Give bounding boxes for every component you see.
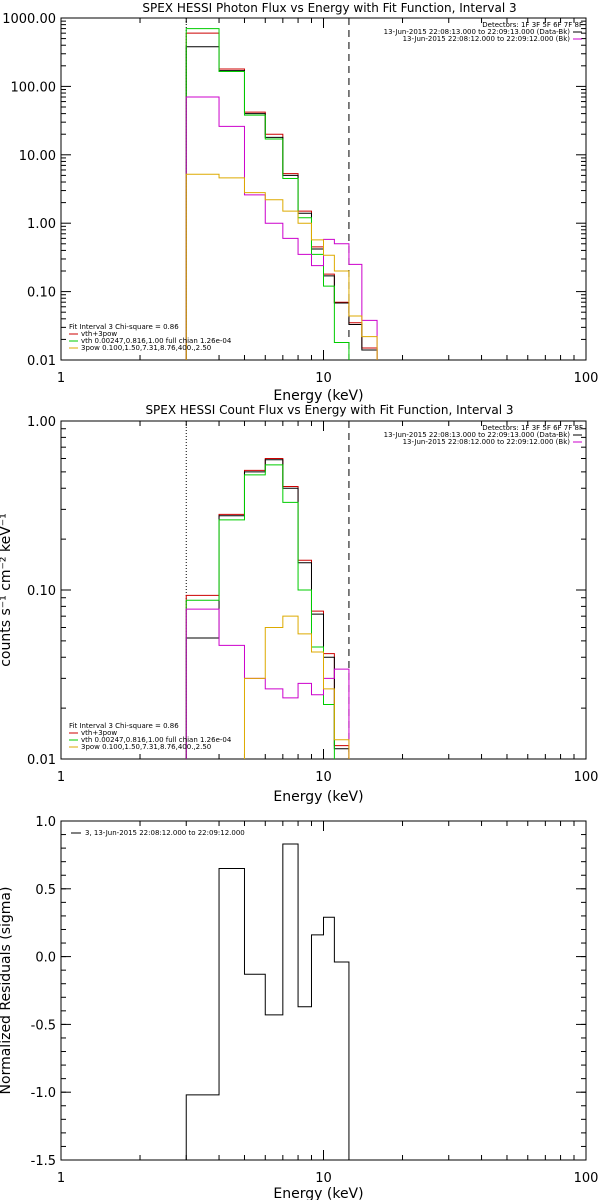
x-axis-label: Energy (keV) [273,388,363,404]
plot-frame [60,420,587,760]
legend-right-text: 13-Jun-2015 22:08:13.000 to 22:09:13.000… [384,431,571,439]
y-tick-label: 1000.00 [2,12,56,27]
y-tick-label: -1.5 [31,1154,56,1169]
legend-left-text: 3pow 0.100,1.50,7.31,8.76,400.,2.50 [81,344,211,352]
y-tick-label: -1.0 [31,1086,56,1101]
legend-right-text: Detectors: 1F 3F 5F 6F 7F 8F [482,424,583,432]
x-tick-label: 10 [315,770,332,785]
legend-right-text: Detectors: 1F 3F 5F 6F 7F 8F [482,21,583,29]
series-4-histogram [243,615,350,759]
data-group [185,28,378,360]
legend-left-text: Fit Interval 3 Chi-square = 0.86 [69,323,179,331]
y-axis-label: counts s⁻¹ cm⁻² keV⁻¹ [0,513,14,667]
data-group [185,457,350,759]
x-tick-label: 100 [574,770,599,785]
series-2-histogram [185,28,350,360]
legend-left-text: vth+3pow [81,330,117,338]
y-axis-label: Normalized Residuals (sigma) [0,887,14,1095]
y-tick-label: 1.00 [27,415,56,430]
y-tick-label: 1.0 [35,815,56,830]
y-tick-label: 0.10 [27,286,56,301]
x-tick-label: 1 [57,371,65,386]
y-tick-label: 0.5 [35,883,56,898]
x-tick-label: 10 [315,371,332,386]
series-1-histogram [185,46,378,360]
y-tick-label: 100.00 [11,80,57,95]
legend-left-text: vth+3pow [81,729,117,737]
photon-flux-panel: SPEX HESSI Photon Flux vs Energy with Fi… [2,1,598,404]
series-3-histogram [185,96,378,360]
chart-title: SPEX HESSI Photon Flux vs Energy with Fi… [142,1,516,15]
series-4-histogram [185,173,378,360]
x-tick-label: 100 [574,1171,599,1186]
series-0-histogram [185,457,350,759]
legend-left-text: vth 0.00247,0.816,1.00 full chian 1.26e-… [81,337,232,345]
y-tick-label: 0.0 [35,951,56,966]
x-axis-label: Energy (keV) [273,1186,363,1200]
chart-title: SPEX HESSI Count Flux vs Energy with Fit… [145,403,513,417]
series-3-histogram [185,608,350,759]
series-0-histogram [185,843,350,1160]
series-1-histogram [185,459,350,759]
residuals-panel: 1 10 100 -1.5 -1.0 -0.5 0.0 0.5 1.0 Energy (keV) N… [0,815,598,1200]
plot-frame [60,820,587,1161]
y-tick-label: 1.00 [27,217,56,232]
legend-right-text: 13-Jun-2015 22:08:13.000 to 22:09:13.000… [384,28,571,36]
x-tick-label: 1 [57,1171,65,1186]
legend-left-text: Fit Interval 3 Chi-square = 0.86 [69,722,179,730]
legend-right-text: 13-Jun-2015 22:08:12.000 to 22:09:12.000… [403,35,571,43]
count-flux-panel: SPEX HESSI Count Flux vs Energy with Fit… [0,403,599,805]
x-axis-label: Energy (keV) [273,789,363,805]
y-tick-label: 0.10 [27,584,56,599]
plot-frame [60,17,587,361]
y-tick-label: 0.01 [27,753,56,768]
y-tick-label: 10.00 [19,149,56,164]
legend-left-text: 3, 13-Jun-2015 22:08:12.000 to 22:09:12.… [85,829,245,837]
legend-left-text: 3pow 0.100,1.50,7.31,8.76,400.,2.50 [81,743,211,751]
x-tick-label: 1 [57,770,65,785]
data-group [185,843,350,1160]
series-0-histogram [185,32,378,360]
legend-left-text: vth 0.00247,0.816,1.00 full chian 1.26e-… [81,736,232,744]
legend-right-text: 13-Jun-2015 22:08:12.000 to 22:09:12.000… [403,438,571,446]
x-tick-label: 10 [315,1171,332,1186]
y-tick-label: -0.5 [31,1018,56,1033]
series-2-histogram [185,464,335,759]
y-tick-label: 0.01 [27,354,56,369]
x-tick-label: 100 [574,371,599,386]
